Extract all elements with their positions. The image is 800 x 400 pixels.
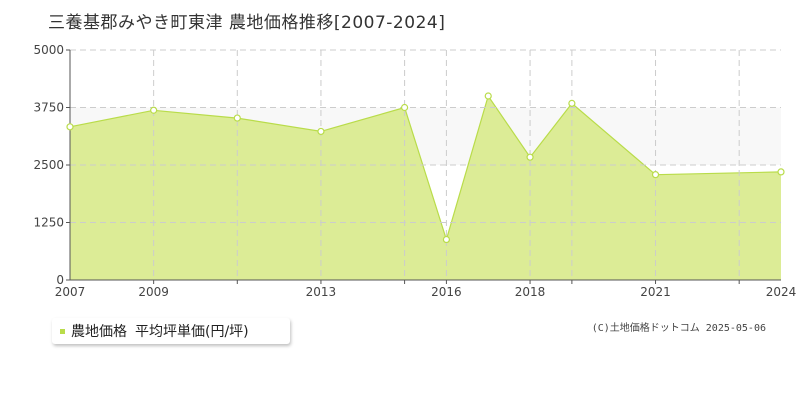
legend-series-label: 農地価格 [71, 324, 127, 340]
x-tick-label: 2024 [766, 285, 797, 299]
legend-swatch [60, 328, 65, 334]
legend-unit-label: 平均坪単価(円/坪) [135, 324, 249, 340]
data-point [400, 103, 409, 112]
y-tick-label: 5000 [33, 43, 64, 57]
y-tick-label: 2500 [33, 158, 64, 172]
x-tick-label: 2009 [138, 285, 169, 299]
x-tick-label: 2007 [55, 285, 86, 299]
data-point [568, 99, 576, 107]
data-point [526, 153, 534, 161]
x-tick-label: 2013 [306, 285, 337, 299]
area-chart: 0 1250 2500 3750 5000 2007 2009 2013 2016 2018 202… [33, 43, 797, 299]
y-tick-label: 1250 [33, 216, 64, 230]
data-point [150, 106, 158, 114]
data-point [233, 114, 241, 122]
legend: 農地価格 平均坪単価(円/坪) [52, 318, 290, 344]
data-point [442, 235, 451, 244]
data-point [317, 127, 325, 136]
data-point [484, 92, 492, 100]
area-fill [70, 96, 781, 280]
x-tick-label: 2021 [640, 285, 671, 299]
chart-title: 三養基郡みやき町東津 農地価格推移[2007-2024] [48, 13, 446, 33]
copyright-credit: (C)土地価格ドットコム 2025-05-06 [591, 323, 766, 334]
x-tick-label: 2018 [515, 285, 546, 299]
data-point [66, 123, 74, 131]
data-point [651, 171, 660, 179]
x-tick-label: 2016 [431, 285, 462, 299]
y-tick-label: 0 [56, 273, 64, 287]
data-point [777, 168, 785, 176]
y-tick-label: 3750 [33, 101, 64, 115]
